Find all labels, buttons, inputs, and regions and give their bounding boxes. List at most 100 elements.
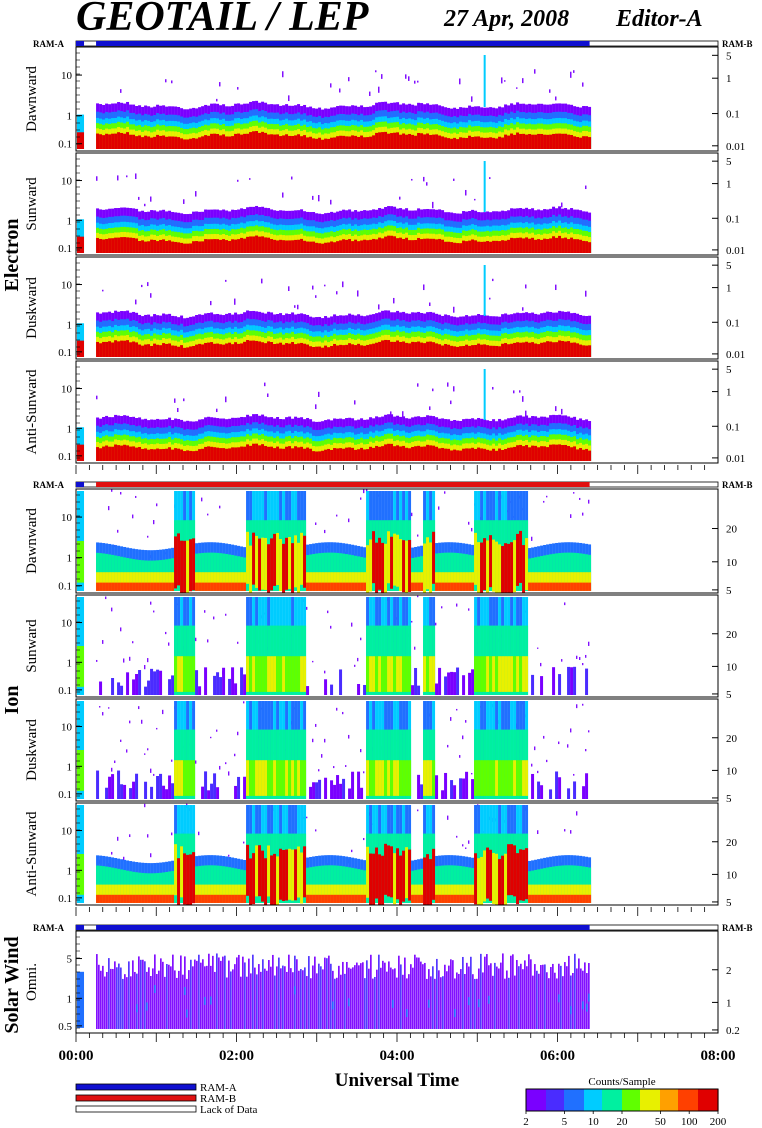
- y-tick-label: 0.1: [58, 789, 72, 801]
- y-tick-label-right: 5: [726, 585, 732, 597]
- panel-label: Dawnward: [24, 66, 40, 132]
- x-tick-label: 08:00: [701, 1048, 736, 1064]
- y-tick-label-right: 5: [726, 50, 732, 62]
- y-tick-label: 10: [61, 280, 73, 292]
- y-tick-label-right: 0.1: [726, 109, 740, 121]
- y-tick-label-right: 5: [726, 156, 732, 168]
- y-tick-label-right: 20: [726, 629, 738, 641]
- group-label: Solar Wind: [1, 936, 23, 1033]
- mode-legend-label: Lack of Data: [200, 1104, 258, 1116]
- y-tick-label-right: 0.1: [726, 213, 740, 225]
- mode-label-left: RAM-A: [33, 480, 64, 490]
- color-scale-title: Counts/Sample: [588, 1076, 655, 1088]
- x-tick-label: 06:00: [540, 1048, 575, 1064]
- mode-bar-segment: [96, 925, 590, 930]
- y-tick-label: 1: [67, 319, 73, 331]
- color-scale-tick: 200: [710, 1116, 727, 1128]
- y-tick-label: 1: [67, 657, 73, 669]
- y-tick-label: 0.1: [58, 347, 72, 359]
- y-tick-label-right: 5: [726, 897, 732, 909]
- spectrogram: [77, 953, 590, 1029]
- y-tick-label-right: 1: [726, 179, 732, 191]
- y-tick-label-right: 1: [726, 73, 732, 85]
- mode-legend-swatch: [75, 1105, 197, 1113]
- y-tick-label-right: 0.1: [726, 317, 740, 329]
- spectrogram: [77, 55, 592, 149]
- panel-dawnward: Dawnward 10 1 0.1 20 10 5: [24, 488, 738, 597]
- x-tick-label: 02:00: [219, 1048, 254, 1064]
- panel-label: Sunward: [24, 177, 40, 231]
- color-scale-tick: 100: [681, 1116, 698, 1128]
- mode-legend-swatch: [75, 1083, 197, 1091]
- mode-label-right: RAM-B: [722, 923, 753, 933]
- color-scale-tick: 2: [523, 1116, 529, 1128]
- spectrogram: [77, 369, 592, 461]
- panel-label: Duskward: [24, 277, 40, 339]
- mode-label-left: RAM-A: [33, 923, 64, 933]
- panel-sunward: Sunward 10 1 0.1 20 10 5: [24, 594, 738, 701]
- panel-anti-sunward: Anti-Sunward 10 1 0.1 20 10 5: [24, 802, 738, 909]
- y-tick-label-right: 20: [726, 524, 738, 536]
- color-scale-tick: 50: [655, 1116, 667, 1128]
- y-tick-label: 10: [61, 70, 73, 82]
- plot-title: GEOTAIL / LEP: [76, 0, 369, 40]
- y-tick-label: 0.1: [58, 139, 72, 151]
- y-tick-label: 0.1: [58, 451, 72, 463]
- y-tick-label-right: 10: [726, 765, 738, 777]
- y-tick-label-right: 1: [726, 387, 732, 399]
- group-ion: RAM-A RAM-B Ion Dawnward 10 1 0.1 20 10 5 Sunward 1…: [1, 480, 753, 916]
- y-tick-label-right: 0.01: [726, 453, 745, 465]
- panel-label: Anti-Sunward: [24, 811, 40, 896]
- color-scale-tick: 20: [617, 1116, 629, 1128]
- panel-frame: [75, 802, 719, 906]
- panel-frame: [75, 594, 719, 698]
- mode-legend-label: RAM-B: [200, 1093, 236, 1105]
- mode-bar-segment: [76, 925, 85, 930]
- spectrogram: [77, 595, 590, 695]
- panel-frame: [75, 46, 719, 152]
- y-tick-label-right: 20: [726, 733, 738, 745]
- panel-frame: [75, 698, 719, 802]
- spectrogram: [77, 265, 592, 357]
- spectrogram: [77, 161, 592, 253]
- y-tick-label: 1: [67, 993, 73, 1005]
- panel-label: Duskward: [24, 719, 40, 781]
- group-electron: RAM-A RAM-B Electron Dawnward 10 1 0.1 5 1 0.1 0.0…: [1, 39, 753, 474]
- y-tick-label: 0.1: [58, 893, 72, 905]
- panel-label: Omni.: [24, 963, 40, 1001]
- panel-frame: [75, 152, 719, 256]
- y-tick-label-right: 5: [726, 793, 732, 805]
- x-axis-label: Universal Time: [335, 1070, 459, 1091]
- panel-label: Sunward: [24, 619, 40, 673]
- mode-bar-segment: [96, 41, 590, 46]
- y-tick-label: 5: [67, 954, 73, 966]
- group-label: Electron: [1, 219, 23, 292]
- y-tick-label-right: 10: [726, 557, 738, 569]
- y-tick-label-right: 0.01: [726, 245, 745, 257]
- y-tick-label: 0.1: [58, 581, 72, 593]
- mode-bar-segment: [76, 41, 85, 46]
- y-tick-label-right: 0.2: [726, 1025, 740, 1037]
- y-tick-label: 1: [67, 553, 73, 565]
- panel-anti-sunward: Anti-Sunward 10 1 0.1 5 1 0.1 0.01: [24, 360, 745, 465]
- y-tick-label-right: 10: [726, 661, 738, 673]
- panel-omni-: Omni. 5 1 0.5 2 1 0.2: [24, 930, 740, 1037]
- panel-duskward: Duskward 10 1 0.1 5 1 0.1 0.01: [24, 256, 745, 361]
- panel-sunward: Sunward 10 1 0.1 5 1 0.1 0.01: [24, 152, 745, 257]
- editor-label: Editor-A: [615, 6, 703, 32]
- mode-bar-segment: [76, 482, 85, 487]
- y-tick-label-right: 10: [726, 869, 738, 881]
- panel-label: Dawnward: [24, 508, 40, 574]
- mode-label-left: RAM-A: [33, 39, 64, 49]
- y-tick-label-right: 0.01: [726, 141, 745, 153]
- y-tick-label: 10: [61, 384, 73, 396]
- x-axis: 00:00 02:00 04:00 06:00 08:00 Universal Time: [59, 1048, 736, 1091]
- y-tick-label: 10: [61, 826, 73, 838]
- y-tick-label-right: 5: [726, 364, 732, 376]
- y-tick-label-right: 0.1: [726, 421, 740, 433]
- y-tick-label: 10: [61, 512, 73, 524]
- group-solar-wind: RAM-A RAM-B Solar Wind Omni. 5 1 0.5 2 1 0.2: [1, 923, 753, 1042]
- color-scale-tick: 10: [588, 1116, 600, 1128]
